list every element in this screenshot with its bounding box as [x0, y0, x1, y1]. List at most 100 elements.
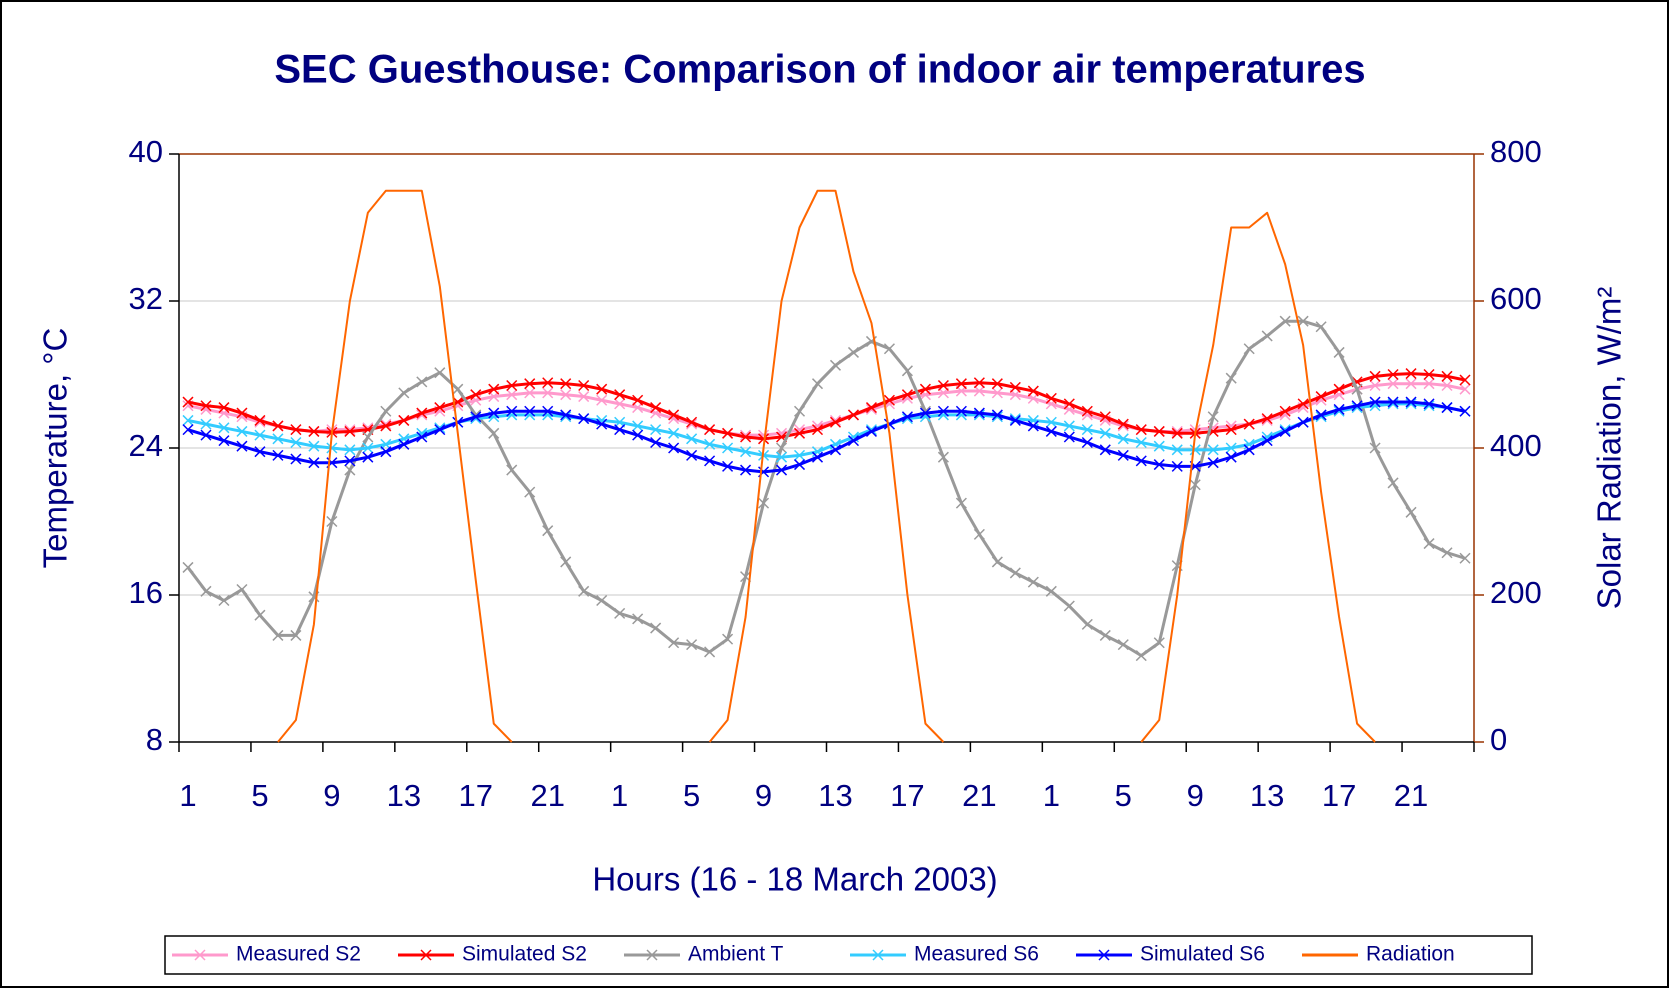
marker: [254, 609, 266, 621]
marker: [1261, 330, 1273, 342]
marker: [272, 420, 284, 432]
marker: [1045, 425, 1057, 437]
marker: [1387, 368, 1399, 381]
marker: [398, 438, 410, 450]
marker: [1369, 379, 1381, 392]
marker: [811, 378, 824, 390]
marker: [236, 583, 248, 596]
marker: [955, 405, 967, 417]
marker: [254, 414, 266, 426]
marker: [883, 418, 895, 430]
marker: [1171, 444, 1183, 456]
marker: [829, 359, 842, 371]
legend-label: Simulated S6: [1140, 943, 1265, 966]
marker: [1189, 444, 1201, 456]
marker: [1117, 433, 1129, 445]
marker: [668, 427, 680, 439]
marker: [1405, 506, 1417, 518]
marker: [1333, 383, 1345, 395]
marker: [614, 607, 626, 619]
marker: [416, 376, 428, 388]
marker: [1423, 378, 1435, 390]
y2-tick-label: 200: [1490, 575, 1542, 610]
marker: [1243, 418, 1255, 430]
marker: [1063, 431, 1075, 443]
marker: [524, 486, 536, 498]
marker: [1369, 442, 1381, 454]
marker: [218, 435, 230, 447]
x-tick-label: 17: [1322, 778, 1356, 813]
marker: [632, 394, 644, 406]
marker: [722, 460, 734, 472]
x-tick-label: 21: [962, 778, 996, 813]
marker: [901, 411, 913, 423]
marker: [420, 949, 432, 961]
marker: [578, 413, 590, 425]
marker: [1063, 600, 1075, 612]
marker: [632, 429, 644, 441]
marker: [596, 418, 608, 430]
marker: [1423, 398, 1435, 410]
marker: [1279, 425, 1291, 437]
marker: [524, 387, 536, 399]
marker: [362, 431, 374, 443]
marker: [1387, 396, 1399, 408]
marker: [1225, 451, 1237, 463]
marker: [704, 438, 716, 450]
marker: [1225, 442, 1237, 454]
marker: [380, 405, 392, 417]
marker: [937, 451, 949, 463]
x-tick-label: 13: [387, 778, 421, 813]
marker: [793, 405, 806, 417]
x-tick-label: 9: [755, 778, 772, 813]
marker: [646, 949, 658, 961]
marker: [182, 424, 194, 436]
marker: [650, 622, 662, 634]
x-tick-label: 21: [1394, 778, 1428, 813]
marker: [1045, 416, 1057, 428]
marker: [344, 425, 356, 437]
marker: [1387, 477, 1399, 489]
marker: [1117, 639, 1129, 651]
marker: [344, 444, 356, 456]
marker: [1333, 346, 1345, 358]
marker: [955, 497, 967, 509]
marker: [829, 416, 842, 428]
marker: [1135, 650, 1147, 662]
marker: [991, 556, 1003, 568]
y2-tick-label: 800: [1490, 134, 1542, 169]
marker: [1207, 457, 1219, 469]
marker: [614, 389, 626, 401]
marker: [1171, 427, 1183, 439]
marker: [1387, 378, 1399, 390]
marker: [1351, 383, 1363, 395]
marker: [344, 464, 356, 476]
marker: [182, 414, 194, 426]
marker: [560, 378, 572, 390]
marker: [722, 427, 734, 439]
marker: [883, 343, 895, 355]
marker: [973, 385, 985, 397]
marker: [434, 367, 446, 379]
marker: [416, 407, 428, 419]
marker: [182, 396, 194, 408]
marker: [1297, 315, 1309, 327]
marker: [290, 436, 302, 449]
marker: [686, 433, 698, 445]
marker: [704, 646, 716, 658]
marker: [362, 451, 374, 463]
marker: [416, 431, 428, 443]
marker: [811, 424, 824, 436]
marker: [901, 365, 913, 377]
legend-label: Measured S2: [236, 943, 361, 966]
legend-label: Ambient T: [688, 943, 783, 966]
marker: [776, 464, 788, 476]
marker: [1117, 418, 1129, 430]
marker: [236, 425, 248, 437]
x-tick-label: 5: [683, 778, 700, 813]
marker: [1081, 405, 1093, 417]
marker: [1279, 315, 1291, 327]
marker: [1099, 629, 1111, 641]
marker: [614, 398, 626, 410]
